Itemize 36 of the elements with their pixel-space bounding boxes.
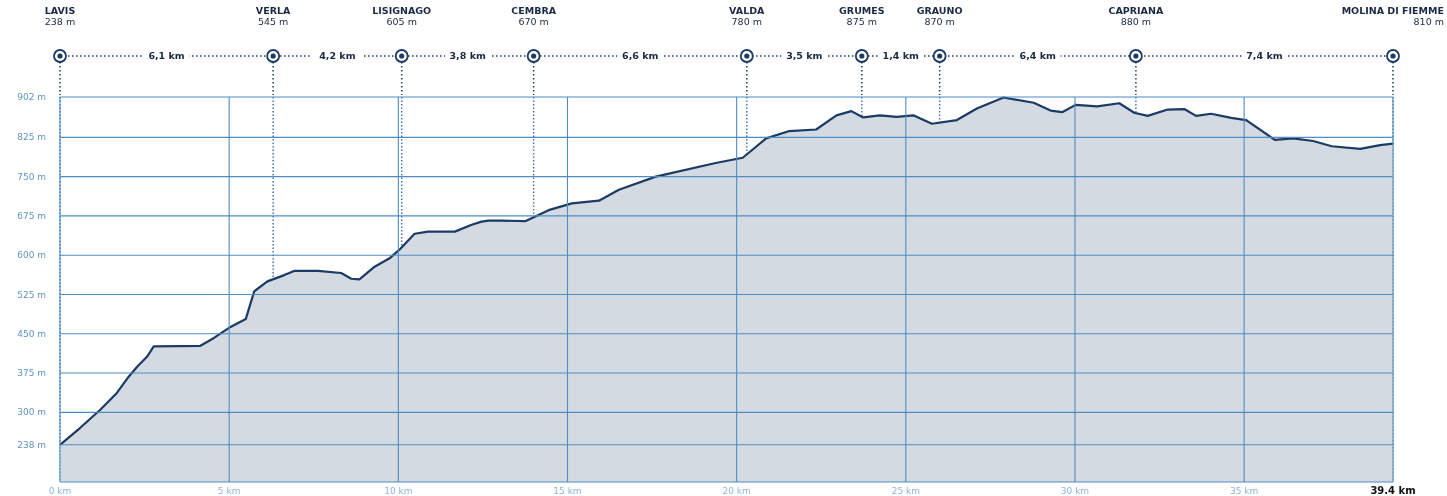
text: 4,2 km: [319, 50, 356, 62]
x-tick-label: 20 km: [722, 486, 751, 496]
y-tick-label: 750 m: [17, 171, 46, 182]
x-tick-label: 15 km: [553, 486, 582, 496]
y-tick-label: 902 m: [17, 92, 46, 103]
y-tick-label: 600 m: [17, 250, 46, 261]
x-tick-label: 0 km: [48, 486, 72, 496]
text: 7,4 km: [1246, 50, 1283, 62]
x-tick-label: 10 km: [384, 486, 413, 496]
text: 3,5 km: [786, 50, 823, 62]
x-tick-label: 5 km: [217, 486, 241, 496]
y-tick-label: 375 m: [17, 368, 46, 379]
text: LISIGNAGO 605 m: [372, 5, 432, 27]
text: 3,8 km: [449, 50, 486, 62]
text: 6,6 km: [622, 50, 659, 62]
y-tick-label: 675 m: [17, 211, 46, 222]
x-tick-label: 30 km: [1060, 486, 1090, 496]
text: CAPRIANA 880 m: [1108, 5, 1164, 27]
text: 6,1 km: [148, 50, 185, 62]
x-tick-label: 35 km: [1229, 486, 1259, 496]
y-tick-label: 825 m: [17, 132, 46, 143]
x-tick-label: 25 km: [891, 486, 920, 496]
text: 1,4 km: [882, 50, 920, 62]
y-tick-label: 450 m: [17, 328, 46, 339]
text: 6,4 km: [1019, 50, 1057, 62]
text: GRAUNO 870 m: [916, 5, 963, 27]
text: MOLINA DI FIEMME 810 m: [1341, 5, 1444, 27]
y-tick-label: 525 m: [17, 289, 46, 300]
y-tick-label: 300 m: [17, 407, 46, 418]
text: VERLA 545 m: [255, 5, 292, 27]
y-tick-label: 238 m: [17, 439, 46, 450]
text: GRUMES 875 m: [839, 5, 885, 27]
text: CEMBRA 670 m: [511, 5, 557, 27]
x-tick-label: 39.4 km: [1370, 485, 1416, 496]
text: LAVIS 238 m: [44, 5, 76, 27]
text: VALDA 780 m: [729, 5, 766, 27]
